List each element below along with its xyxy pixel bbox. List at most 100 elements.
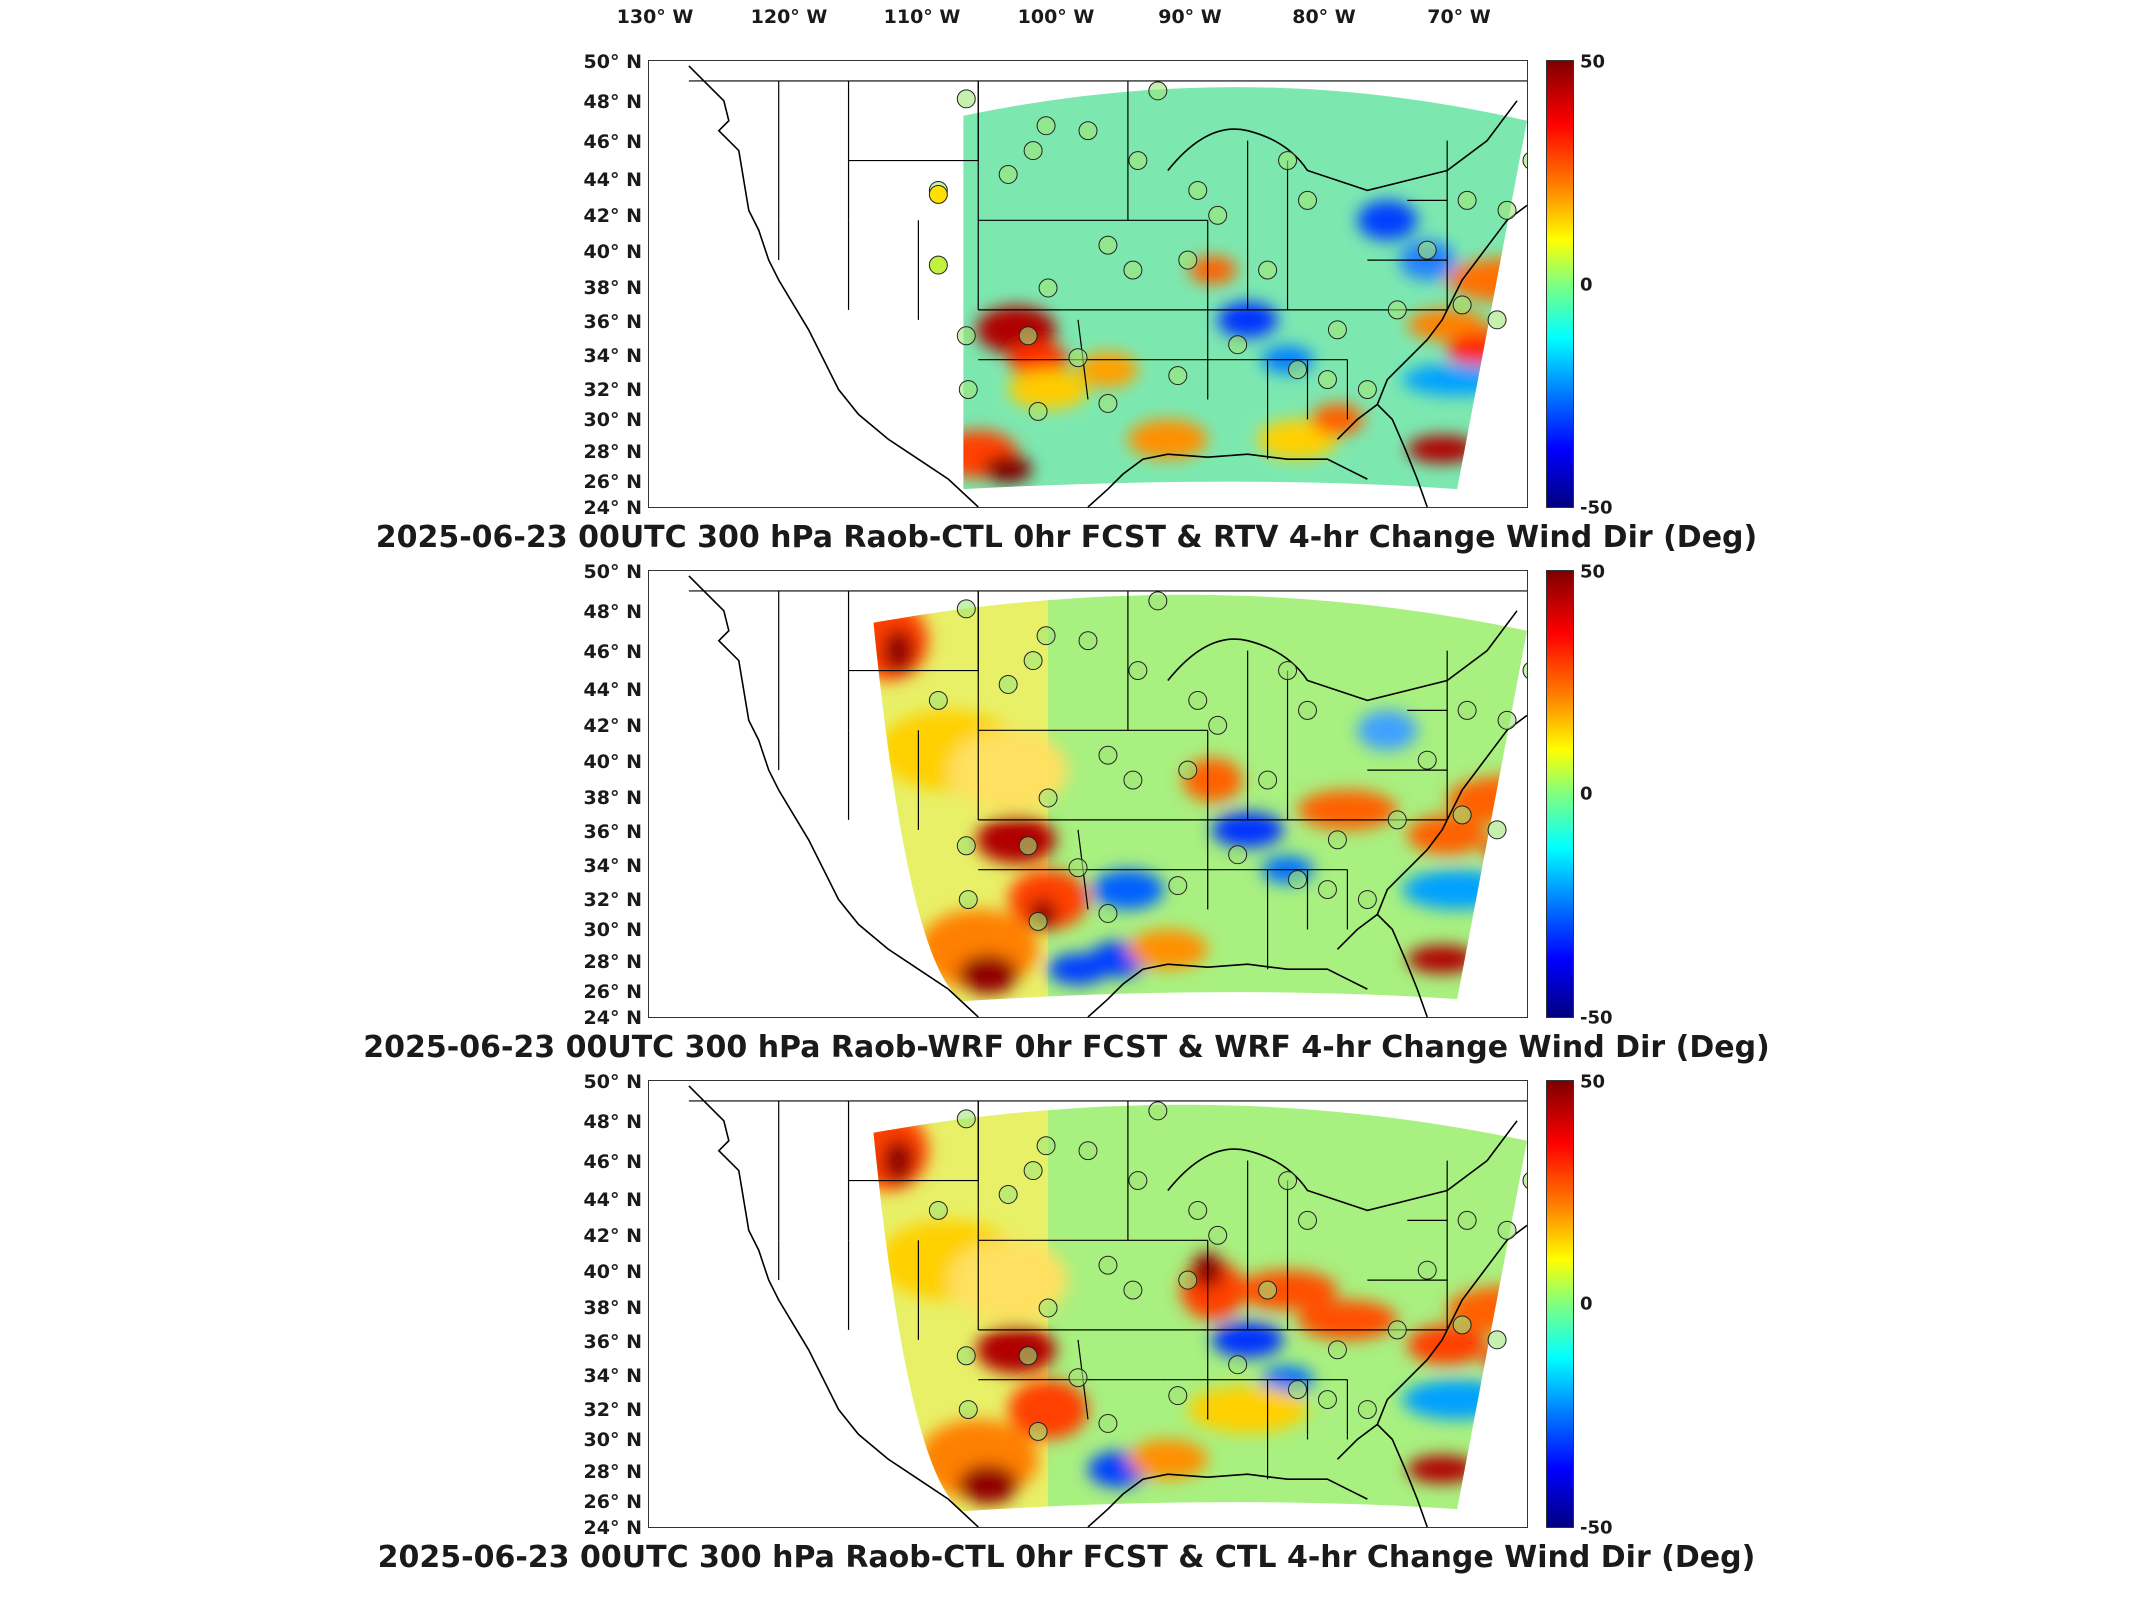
colorbar-mid-label: 0 [1580, 1293, 1593, 1315]
lat-label: 34° N [583, 1365, 642, 1387]
field-anomaly [976, 1325, 1057, 1374]
field-anomaly [1091, 869, 1164, 910]
lat-label: 28° N [583, 441, 642, 463]
lat-label: 32° N [583, 889, 642, 911]
station-marker [1188, 180, 1208, 200]
lat-label: 32° N [583, 1399, 642, 1421]
station-marker [958, 380, 978, 399]
field-anomaly [958, 954, 1019, 995]
coastline [1167, 100, 1518, 192]
station-marker [1148, 81, 1168, 101]
lon-label: 90° W [1158, 6, 1222, 28]
station-marker [1317, 370, 1337, 390]
field-anomaly [1402, 869, 1513, 910]
lat-label: 48° N [583, 601, 642, 623]
station-marker [1123, 770, 1143, 790]
coastline [1376, 204, 1527, 405]
station-marker [1028, 401, 1048, 421]
station-marker [958, 1400, 978, 1419]
station-marker [1068, 858, 1088, 878]
field-anomaly [1402, 1379, 1513, 1420]
lat-label: 26° N [583, 471, 642, 493]
station-marker [958, 890, 978, 909]
station-marker [1028, 1421, 1048, 1441]
station-marker [928, 690, 948, 710]
station-marker [1317, 880, 1337, 900]
station-marker [1487, 820, 1507, 840]
station-marker [998, 675, 1018, 694]
lat-label: 38° N [583, 1297, 642, 1319]
station-marker [1288, 870, 1308, 890]
lat-label: 40° N [583, 751, 642, 773]
station-marker [956, 89, 976, 109]
field-anomaly [1297, 1300, 1398, 1340]
field-anomaly [1217, 301, 1278, 338]
lat-label: 50° N [583, 51, 642, 73]
station-marker [1288, 360, 1308, 380]
lat-label: 26° N [583, 1491, 642, 1513]
lon-label: 120° W [750, 6, 828, 28]
station-marker [1228, 335, 1248, 355]
station-marker [1168, 1386, 1188, 1406]
field-anomaly [1407, 945, 1478, 974]
station-marker [1078, 1141, 1098, 1161]
panel-title: 2025-06-23 00UTC 300 hPa Raob-CTL 0hr FC… [377, 1540, 1756, 1575]
field-anomaly [1407, 814, 1488, 855]
field-anomaly [976, 305, 1057, 354]
station-marker [1098, 1414, 1118, 1433]
state-boundary [978, 1100, 1129, 1241]
field-anomaly [1311, 403, 1364, 436]
station-marker [1487, 1330, 1507, 1350]
field-anomaly [882, 1138, 915, 1183]
station-marker [1258, 1280, 1278, 1300]
lat-label: 44° N [583, 679, 642, 701]
station-marker [1487, 310, 1507, 330]
wind-direction-map [688, 65, 1527, 507]
field-anomaly [976, 815, 1057, 864]
station-marker [1128, 1171, 1148, 1191]
lon-label: 100° W [1017, 6, 1095, 28]
state-boundary [978, 80, 1129, 221]
station-marker [1522, 662, 1527, 679]
state-boundary [848, 80, 979, 162]
geographic-outlines [688, 575, 1527, 1017]
station-marker [1038, 788, 1058, 808]
field-anomaly [1182, 758, 1243, 802]
lat-label: 48° N [583, 91, 642, 113]
station-marker [1452, 1315, 1472, 1335]
lat-label: 50° N [583, 561, 642, 583]
coastline [688, 575, 979, 1017]
station-marker [1497, 710, 1517, 730]
coastline [1336, 913, 1428, 1017]
station-marker [1018, 1346, 1038, 1366]
station-marker [1298, 1210, 1317, 1230]
lat-label: 46° N [583, 131, 642, 153]
field-anomaly [1407, 308, 1488, 341]
station-marker [1148, 591, 1168, 611]
station-marker [1098, 745, 1118, 765]
station-marker [1208, 1225, 1228, 1245]
station-marker [956, 1346, 976, 1366]
lat-label: 24° N [583, 1007, 642, 1029]
station-marker [1357, 380, 1377, 399]
station-marker [1208, 205, 1228, 225]
field-anomaly [1127, 929, 1208, 970]
station-marker [956, 836, 976, 856]
station-marker [1357, 890, 1377, 909]
station-marker [1038, 1298, 1058, 1318]
station-marker [1457, 190, 1477, 210]
station-marker [1288, 1380, 1308, 1400]
station-marker [1317, 1390, 1337, 1410]
station-marker [1036, 116, 1056, 136]
station-marker [1327, 320, 1347, 340]
station-marker [1278, 1171, 1298, 1191]
map-plot [648, 60, 1528, 508]
station-marker [1036, 1136, 1056, 1156]
lat-label: 36° N [583, 821, 642, 843]
field-anomaly [1297, 790, 1398, 830]
lat-label: 44° N [583, 169, 642, 191]
coastline [688, 65, 979, 507]
field-anomaly [1127, 1439, 1208, 1480]
station-marker [1038, 278, 1058, 298]
station-marker [956, 326, 976, 346]
